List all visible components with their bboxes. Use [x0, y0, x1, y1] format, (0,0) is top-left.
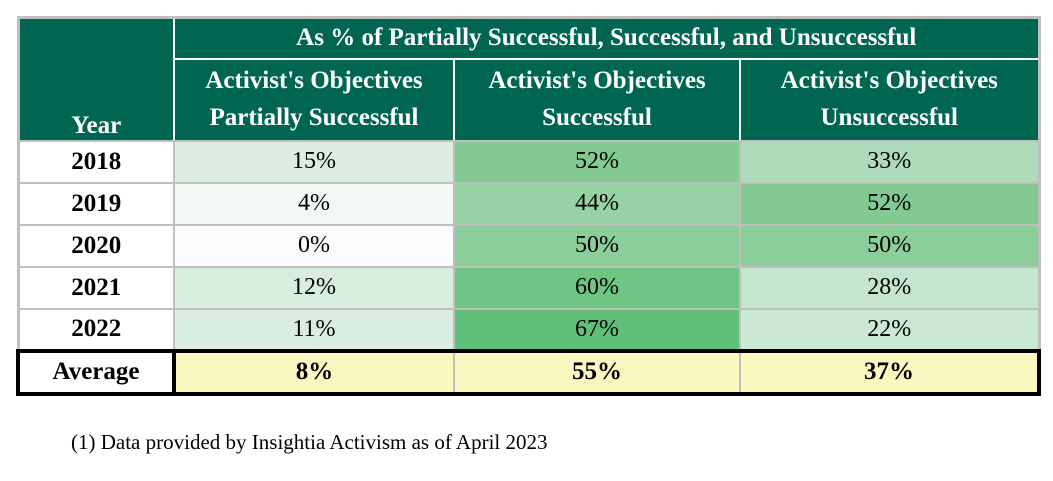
value-cell: 44% [453, 181, 741, 226]
value-cell: 52% [739, 181, 1040, 226]
column-header-partially-successful: Activist's Objectives Partially Successf… [173, 57, 455, 142]
year-cell: 2018 [17, 139, 175, 184]
activism-success-table: Year As % of Partially Successful, Succe… [16, 16, 1041, 396]
year-cell: 2020 [17, 223, 175, 268]
table-row-2021: 2021 12% 60% 28% [17, 265, 1040, 310]
table-row-2018: 2018 15% 52% 33% [17, 139, 1040, 184]
year-cell: 2022 [17, 307, 175, 352]
value-cell: 52% [453, 139, 741, 184]
column-header-unsuccessful: Activist's Objectives Unsuccessful [739, 57, 1040, 142]
value-cell: 33% [739, 139, 1040, 184]
average-value-cell: 55% [453, 348, 741, 396]
page: Year As % of Partially Successful, Succe… [16, 16, 1041, 454]
table-row-2020: 2020 0% 50% 50% [17, 223, 1040, 268]
year-cell: 2021 [17, 265, 175, 310]
average-row: Average 8% 55% 37% [16, 348, 1041, 396]
year-cell: 2019 [17, 181, 175, 226]
table-title: As % of Partially Successful, Successful… [173, 16, 1040, 60]
value-cell: 50% [453, 223, 741, 268]
value-cell: 12% [173, 265, 455, 310]
value-cell: 15% [173, 139, 455, 184]
column-header-successful: Activist's Objectives Successful [453, 57, 741, 142]
average-value-cell: 8% [173, 348, 455, 396]
value-cell: 4% [173, 181, 455, 226]
table-row-2022: 2022 11% 67% 22% [17, 307, 1040, 352]
table-row-2019: 2019 4% 44% 52% [17, 181, 1040, 226]
value-cell: 28% [739, 265, 1040, 310]
average-label: Average [16, 348, 176, 396]
average-value-cell: 37% [739, 348, 1041, 396]
value-cell: 50% [739, 223, 1040, 268]
value-cell: 22% [739, 307, 1040, 352]
value-cell: 67% [453, 307, 741, 352]
subheader-row: Activist's Objectives Partially Successf… [18, 57, 1040, 142]
title-row: Year As % of Partially Successful, Succe… [17, 16, 1040, 142]
value-cell: 11% [173, 307, 455, 352]
footnote: (1) Data provided by Insightia Activism … [71, 429, 548, 454]
value-cell: 60% [453, 265, 741, 310]
year-column-header: Year [17, 16, 175, 142]
value-cell: 0% [173, 223, 455, 268]
